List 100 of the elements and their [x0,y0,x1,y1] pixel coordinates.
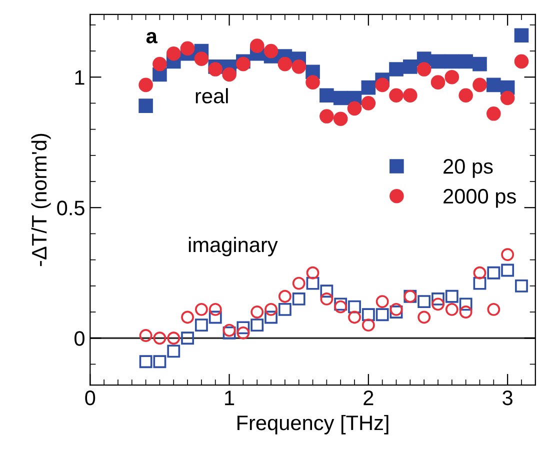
point [236,326,250,340]
point [320,88,334,103]
point [167,344,180,358]
y-axis-title: -ΔT/T (norm'd) [31,134,51,266]
point [292,60,306,74]
point [501,264,514,277]
point [292,276,306,290]
point [444,70,460,84]
point [445,302,458,316]
point [473,266,486,280]
point [180,41,195,56]
point [306,266,320,280]
point [208,62,223,76]
legend-label: 2000 ps [444,188,516,208]
point [361,80,376,95]
point [333,112,348,126]
point [250,306,264,318]
y-tick-label: 0 [74,331,84,346]
point [430,54,446,69]
point [250,38,264,53]
point [487,302,500,316]
point [222,67,236,82]
point [458,88,473,103]
point [222,324,236,337]
point [264,310,278,324]
x-tick-label: 1 [225,390,234,406]
point [500,90,515,106]
point [389,62,404,76]
annotation: real [196,88,228,104]
point [278,302,292,316]
point [320,292,334,306]
point [514,28,529,42]
point [432,298,444,311]
point [139,355,152,368]
point [264,302,278,316]
point [362,308,375,322]
point [348,310,361,324]
point [181,332,194,345]
y-tick-label: 1 [75,70,84,85]
point [292,292,306,306]
point [486,106,501,121]
point [333,90,348,106]
point [501,248,514,262]
point [416,62,432,76]
point [138,98,153,113]
point [515,279,528,292]
point [236,321,250,334]
x-tick-label: 2 [364,390,374,406]
point [208,310,222,324]
point [459,298,472,311]
point [264,44,278,58]
point [334,298,348,311]
legend-label: 20 ps [444,159,493,178]
point [514,54,529,69]
point [375,78,390,92]
annotation: a [146,32,158,44]
point [152,56,167,72]
point [376,308,389,322]
point [458,54,473,69]
point [403,88,418,103]
point [153,332,166,345]
point [418,310,431,324]
point [320,284,334,298]
point [348,300,361,314]
point [459,306,472,318]
point [334,300,348,314]
point [250,318,264,332]
point [278,56,292,72]
y-tick-label: 0.5 [57,200,84,216]
point [306,276,320,290]
point [432,292,444,306]
point [194,52,209,66]
point [347,101,362,116]
x-tick-label: 3 [502,390,512,406]
point [389,88,404,103]
point [390,302,403,316]
point [181,310,194,324]
point [139,329,152,342]
point [153,355,166,368]
annotation: imaginary [188,236,278,256]
point [445,290,458,303]
point [138,78,153,92]
point [362,318,375,332]
point [430,75,446,90]
x-axis-title: Frequency [THz] [237,414,388,434]
point [376,295,389,308]
point [403,60,418,74]
point [444,54,460,69]
point [194,302,208,316]
point [486,78,501,92]
point [236,56,250,72]
point [472,56,487,72]
point [390,306,403,318]
point [166,46,181,61]
point [472,78,487,92]
point [473,276,486,290]
point [222,326,236,340]
point [208,302,222,316]
point [418,295,431,308]
point [306,75,320,90]
